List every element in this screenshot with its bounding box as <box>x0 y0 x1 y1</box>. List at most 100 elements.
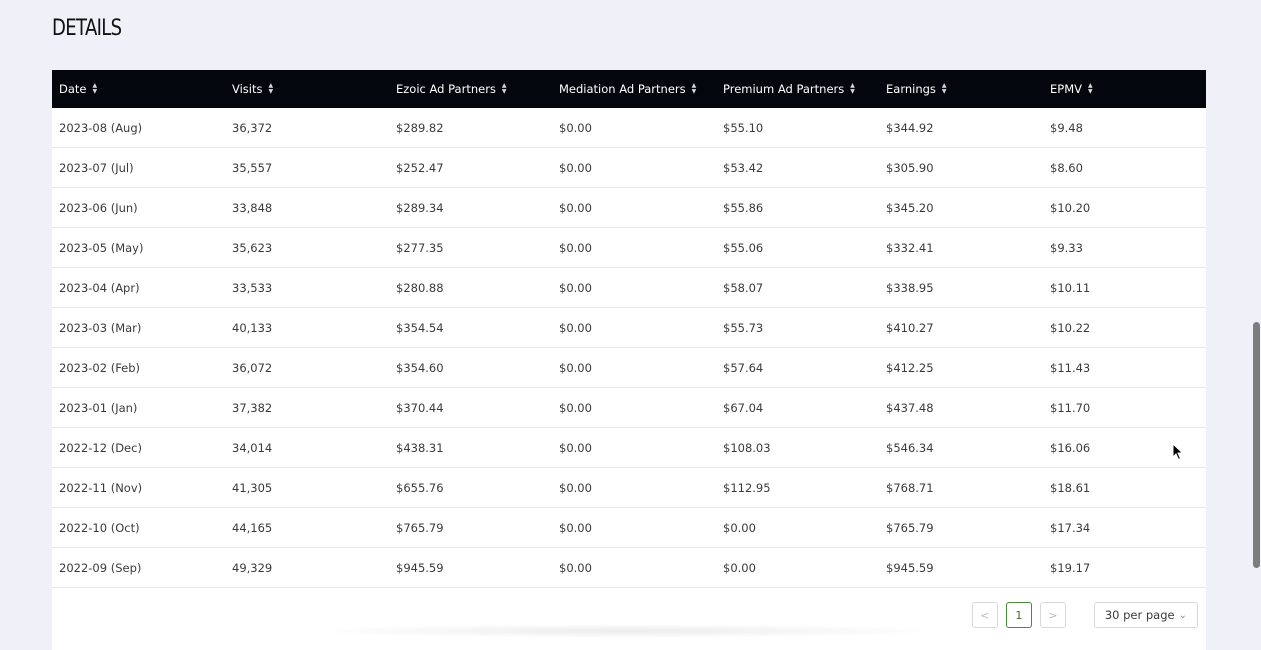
next-page-button[interactable]: > <box>1039 602 1066 628</box>
table-row: 2022-11 (Nov) 41,305 $655.76 $0.00 $112.95 $7… <box>52 468 1206 508</box>
table-cell: $0.00 <box>723 560 756 575</box>
table-cell: $55.73 <box>723 320 764 335</box>
column-header-premium-ad-partners[interactable]: Premium Ad Partners ▲ ▼ <box>723 70 886 108</box>
table-cell: $345.20 <box>886 200 934 215</box>
table-cell: $58.07 <box>723 280 764 295</box>
column-header-label: Mediation Ad Partners <box>559 82 686 96</box>
table-cell: $108.03 <box>723 440 771 455</box>
column-header-epmv[interactable]: EPMV ▲ ▼ <box>1050 70 1206 108</box>
table-cell: 2022-09 (Sep) <box>59 560 142 575</box>
table-cell: 33,533 <box>232 280 273 295</box>
table-cell: 2023-03 (Mar) <box>59 320 142 335</box>
table-cell: $280.88 <box>396 280 444 295</box>
table-cell: 2023-08 (Aug) <box>59 120 143 135</box>
floating-bar-shadow <box>300 624 950 638</box>
table-cell: 49,329 <box>232 560 273 575</box>
table-cell: $655.76 <box>396 480 444 495</box>
table-row: 2023-05 (May) 35,623 $277.35 $0.00 $55.06 $33… <box>52 228 1206 268</box>
chevron-right-icon: > <box>1048 608 1058 622</box>
column-header-label: Premium Ad Partners <box>723 82 845 96</box>
table-row: 2022-09 (Sep) 49,329 $945.59 $0.00 $0.00 $945… <box>52 548 1206 588</box>
sort-arrows-icon[interactable]: ▲ ▼ <box>1088 82 1093 95</box>
table-cell: $305.90 <box>886 160 934 175</box>
sort-arrows-icon[interactable]: ▲ ▼ <box>92 82 98 95</box>
scrollbar-thumb[interactable] <box>1253 322 1260 568</box>
section-title: DETAILS <box>52 16 122 41</box>
chevron-down-icon: ⌄ <box>1178 609 1187 621</box>
sort-arrows-icon[interactable]: ▲ ▼ <box>268 82 274 95</box>
column-header-earnings[interactable]: Earnings ▲ ▼ <box>886 70 1050 108</box>
pagination: < 1 > 30 per page ⌄ <box>971 602 1198 628</box>
table-cell: $0.00 <box>559 440 592 455</box>
table-cell: 36,072 <box>232 360 273 375</box>
table-cell: 2023-07 (Jul) <box>59 160 134 175</box>
table-cell: $0.00 <box>559 560 592 575</box>
per-page-value: 30 per page <box>1104 608 1175 622</box>
table-cell: $0.00 <box>559 160 592 175</box>
column-header-visits[interactable]: Visits ▲ ▼ <box>232 70 396 108</box>
table-cell: 2022-11 (Nov) <box>59 480 143 495</box>
table-body: 2023-08 (Aug) 36,372 $289.82 $0.00 $55.10 $34… <box>52 108 1206 588</box>
table-cell: 2023-02 (Feb) <box>59 360 141 375</box>
table-cell: $11.70 <box>1050 400 1091 415</box>
table-cell: $277.35 <box>396 240 444 255</box>
table-cell: $410.27 <box>886 320 934 335</box>
table-cell: $354.54 <box>396 320 444 335</box>
table-cell: $16.06 <box>1050 440 1091 455</box>
table-cell: 34,014 <box>232 440 273 455</box>
table-cell: $354.60 <box>396 360 444 375</box>
chevron-left-icon: < <box>980 608 990 622</box>
table-cell: 36,372 <box>232 120 273 135</box>
table-cell: $0.00 <box>559 320 592 335</box>
table-cell: $57.64 <box>723 360 764 375</box>
table-cell: 2023-06 (Jun) <box>59 200 138 215</box>
table-cell: $438.31 <box>396 440 444 455</box>
table-cell: $10.22 <box>1050 320 1091 335</box>
table-row: 2023-02 (Feb) 36,072 $354.60 $0.00 $57.64 $41… <box>52 348 1206 388</box>
table-cell: $344.92 <box>886 120 934 135</box>
column-header-label: EPMV <box>1050 82 1082 96</box>
table-cell: $945.59 <box>886 560 934 575</box>
scrollbar[interactable] <box>1250 0 1261 635</box>
column-header-label: Visits <box>232 82 263 96</box>
table-cell: $765.79 <box>396 520 444 535</box>
table-row: 2023-07 (Jul) 35,557 $252.47 $0.00 $53.42 $30… <box>52 148 1206 188</box>
table-cell: $0.00 <box>559 520 592 535</box>
sort-arrows-icon[interactable]: ▲ ▼ <box>691 82 697 95</box>
table-cell: $437.48 <box>886 400 934 415</box>
table-cell: $55.06 <box>723 240 764 255</box>
table-cell: $55.10 <box>723 120 764 135</box>
per-page-select[interactable]: 30 per page ⌄ <box>1093 602 1198 628</box>
table-cell: $945.59 <box>396 560 444 575</box>
column-header-label: Ezoic Ad Partners <box>396 82 496 96</box>
table-cell: $289.82 <box>396 120 444 135</box>
table-row: 2022-10 (Oct) 44,165 $765.79 $0.00 $0.00 $765… <box>52 508 1206 548</box>
table-row: 2023-03 (Mar) 40,133 $354.54 $0.00 $55.73 $41… <box>52 308 1206 348</box>
table-cell: $19.17 <box>1050 560 1091 575</box>
table-cell: $338.95 <box>886 280 934 295</box>
column-header-mediation-ad-partners[interactable]: Mediation Ad Partners ▲ ▼ <box>559 70 723 108</box>
sort-arrows-icon[interactable]: ▲ ▼ <box>501 82 507 95</box>
column-header-ezoic-ad-partners[interactable]: Ezoic Ad Partners ▲ ▼ <box>396 70 559 108</box>
table-cell: $546.34 <box>886 440 934 455</box>
details-table: Date ▲ ▼ Visits ▲ ▼ Ezoic Ad Partners ▲ ▼ Mediati… <box>52 70 1206 650</box>
page-1-button[interactable]: 1 <box>1005 602 1032 628</box>
table-cell: $0.00 <box>559 200 592 215</box>
sort-arrows-icon[interactable]: ▲ ▼ <box>850 82 855 95</box>
table-cell: $112.95 <box>723 480 771 495</box>
table-cell: $765.79 <box>886 520 934 535</box>
table-cell: $10.11 <box>1050 280 1091 295</box>
table-cell: 44,165 <box>232 520 273 535</box>
table-cell: 2023-05 (May) <box>59 240 144 255</box>
sort-arrows-icon[interactable]: ▲ ▼ <box>941 82 947 95</box>
table-cell: 33,848 <box>232 200 273 215</box>
column-header-date[interactable]: Date ▲ ▼ <box>52 70 232 108</box>
prev-page-button[interactable]: < <box>971 602 998 628</box>
table-cell: $11.43 <box>1050 360 1091 375</box>
table-row: 2023-04 (Apr) 33,533 $280.88 $0.00 $58.07 $33… <box>52 268 1206 308</box>
table-cell: 35,557 <box>232 160 273 175</box>
table-row: 2023-06 (Jun) 33,848 $289.34 $0.00 $55.86 $34… <box>52 188 1206 228</box>
table-cell: $768.71 <box>886 480 934 495</box>
table-cell: 2023-04 (Apr) <box>59 280 140 295</box>
table-cell: $370.44 <box>396 400 444 415</box>
